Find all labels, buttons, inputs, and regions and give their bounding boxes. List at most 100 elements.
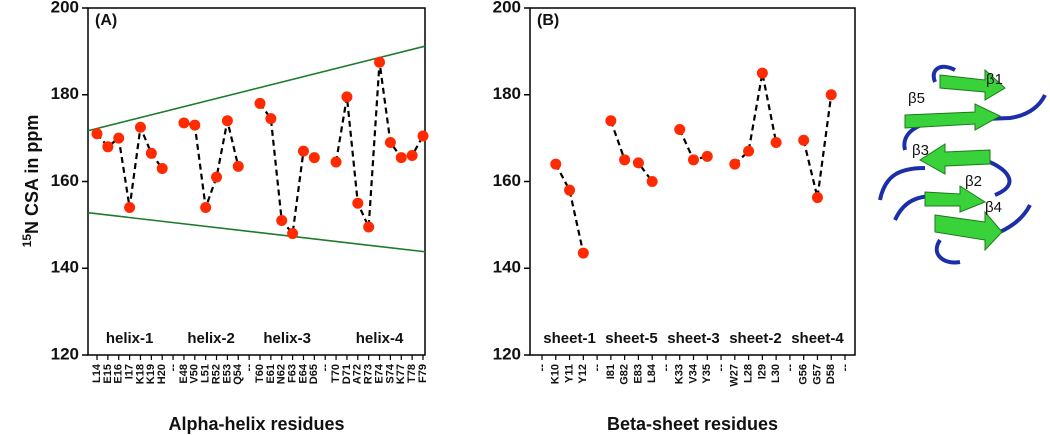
x-tick-label: E64 — [297, 363, 309, 383]
x-tick-label: T78 — [406, 364, 418, 383]
y-tick-label: 140 — [51, 258, 79, 277]
x-tick-label: H20 — [156, 364, 168, 384]
data-point — [91, 128, 103, 140]
group-label: helix-3 — [263, 330, 311, 347]
x-tick-label: K33 — [674, 364, 686, 384]
x-tick-label: S74 — [384, 363, 396, 383]
annotation: β5 — [908, 90, 925, 107]
data-point — [674, 123, 686, 135]
data-point — [395, 152, 407, 164]
y-tick-label: 200 — [493, 0, 521, 16]
data-point — [232, 160, 244, 172]
data-point — [265, 113, 277, 125]
x-tick-label: V50 — [189, 364, 201, 384]
x-tick-label: Y11 — [563, 364, 575, 383]
y-tick-label: 180 — [51, 84, 79, 103]
y-axis-title-sup: 15 — [20, 234, 34, 248]
x-tick-label: E48 — [178, 364, 190, 384]
x-tick-label: L51 — [200, 364, 212, 383]
data-point — [798, 134, 810, 146]
x-tick-label: -- — [591, 364, 603, 372]
data-point — [384, 136, 396, 148]
x-tick-label: E74 — [373, 363, 385, 383]
x-tick-label: E16 — [113, 364, 125, 384]
y-tick-label: 120 — [493, 344, 521, 363]
y-tick-label: 120 — [51, 344, 79, 363]
x-tick-label: -- — [536, 364, 548, 372]
x-tick-label: -- — [715, 364, 727, 372]
x-tick-label: R52 — [210, 364, 222, 384]
x-tick-label: L30 — [770, 364, 782, 383]
x-tick-label: I17 — [124, 364, 136, 379]
x-tick-label: Q54 — [232, 363, 244, 385]
data-point — [156, 162, 168, 174]
data-point — [178, 117, 190, 129]
x-tick-label: -- — [839, 364, 851, 372]
x-tick-label: K18 — [134, 364, 146, 384]
x-tick-label: G56 — [798, 364, 810, 385]
x-tick-label: N62 — [276, 364, 288, 384]
y-tick-label: 160 — [51, 171, 79, 190]
x-tick-label: G82 — [619, 364, 631, 385]
data-point — [113, 132, 125, 144]
data-point — [577, 247, 589, 259]
x-tick-label: L28 — [742, 364, 754, 383]
x-tick-label: K77 — [395, 364, 407, 384]
data-point — [189, 119, 201, 131]
data-point — [632, 157, 644, 169]
x-tick-label: F63 — [287, 364, 299, 383]
data-point — [211, 171, 223, 183]
group-label: sheet-3 — [667, 330, 720, 347]
x-tick-label: I29 — [756, 364, 768, 379]
x-tick-label: D71 — [341, 364, 353, 384]
data-point — [134, 121, 146, 133]
data-point — [102, 141, 114, 153]
x-tick-label: E83 — [632, 364, 644, 384]
x-tick-label: D65 — [308, 364, 320, 384]
x-tick-label: -- — [167, 364, 179, 372]
y-tick-label: 180 — [493, 84, 521, 103]
data-point — [605, 115, 617, 127]
data-point — [756, 67, 768, 79]
bound-line — [87, 211, 426, 253]
group-label: sheet-5 — [605, 330, 658, 347]
annotation: β2 — [965, 173, 982, 190]
y-tick-label: 200 — [51, 0, 79, 16]
data-point — [124, 202, 136, 214]
x-tick-label: L14 — [91, 363, 103, 383]
group-label: sheet-1 — [543, 330, 596, 347]
data-point — [770, 136, 782, 148]
x-tick-label: E15 — [102, 364, 114, 384]
protein-cartoon: β1 β5 β3 β2 β4 — [878, 64, 1047, 265]
plot-frame — [87, 7, 426, 356]
x-tick-label: Y35 — [701, 364, 713, 384]
group-label: helix-1 — [106, 330, 154, 347]
x-tick-label: V34 — [687, 363, 699, 383]
data-point — [276, 215, 288, 227]
x-tick-label: G57 — [811, 364, 823, 385]
data-point — [200, 202, 212, 214]
x-tick-label: W27 — [729, 364, 741, 387]
data-point — [221, 115, 233, 127]
panel-label: (A) — [95, 12, 117, 29]
x-axis-title: Beta-sheet residues — [607, 414, 778, 434]
group-label: helix-4 — [356, 330, 404, 347]
data-point — [646, 176, 658, 187]
data-point — [825, 89, 837, 101]
y-axis-title-main: N CSA in ppm — [22, 115, 42, 234]
data-point — [743, 145, 755, 157]
x-tick-label: -- — [660, 364, 672, 372]
data-point — [701, 150, 713, 162]
group-label: helix-2 — [187, 330, 235, 347]
data-point — [417, 130, 429, 142]
data-point — [406, 149, 418, 161]
x-tick-label: T60 — [254, 364, 266, 383]
x-tick-label: E53 — [221, 364, 233, 384]
x-tick-label: T70 — [330, 364, 342, 383]
x-tick-label: Y12 — [577, 364, 589, 384]
x-tick-label: -- — [784, 364, 796, 372]
group-label: sheet-2 — [729, 330, 782, 347]
data-point — [287, 228, 299, 240]
data-point — [308, 152, 320, 164]
